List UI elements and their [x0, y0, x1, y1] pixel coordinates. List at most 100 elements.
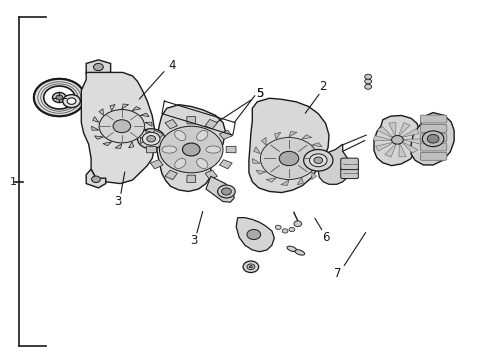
Polygon shape	[266, 178, 276, 182]
Polygon shape	[403, 139, 422, 144]
Circle shape	[159, 126, 223, 173]
Polygon shape	[318, 144, 351, 184]
Text: 2: 2	[319, 80, 327, 93]
Circle shape	[182, 143, 200, 156]
Circle shape	[289, 227, 295, 231]
FancyBboxPatch shape	[420, 115, 447, 123]
Polygon shape	[220, 159, 232, 169]
Circle shape	[279, 151, 299, 166]
Polygon shape	[389, 123, 396, 136]
Ellipse shape	[206, 146, 220, 153]
Polygon shape	[205, 170, 218, 180]
Polygon shape	[99, 109, 103, 116]
FancyBboxPatch shape	[420, 152, 447, 160]
Circle shape	[138, 129, 165, 149]
Circle shape	[392, 135, 403, 144]
Polygon shape	[373, 136, 392, 141]
Polygon shape	[132, 107, 141, 111]
Circle shape	[365, 79, 371, 84]
Circle shape	[260, 138, 318, 180]
Polygon shape	[147, 146, 156, 153]
Circle shape	[247, 264, 255, 270]
Polygon shape	[93, 117, 99, 122]
Polygon shape	[261, 138, 266, 145]
Circle shape	[63, 95, 80, 108]
Polygon shape	[95, 136, 103, 139]
Polygon shape	[377, 127, 392, 137]
Ellipse shape	[196, 131, 208, 140]
Polygon shape	[220, 130, 232, 139]
Polygon shape	[252, 158, 260, 163]
Polygon shape	[165, 120, 177, 129]
Polygon shape	[157, 105, 225, 192]
Circle shape	[113, 120, 131, 133]
Polygon shape	[312, 143, 322, 147]
Polygon shape	[254, 147, 260, 154]
Polygon shape	[110, 104, 115, 111]
Polygon shape	[402, 142, 418, 153]
Polygon shape	[297, 178, 303, 185]
Text: 7: 7	[334, 267, 342, 280]
Circle shape	[275, 225, 281, 229]
Text: 1: 1	[9, 177, 16, 187]
Polygon shape	[411, 113, 454, 165]
Circle shape	[92, 176, 100, 183]
Polygon shape	[274, 132, 281, 139]
Text: 3: 3	[190, 234, 197, 247]
Polygon shape	[399, 144, 406, 157]
Polygon shape	[140, 137, 145, 144]
Text: 4: 4	[168, 59, 175, 72]
Circle shape	[44, 86, 75, 109]
Ellipse shape	[196, 158, 208, 168]
Polygon shape	[376, 142, 392, 151]
Polygon shape	[289, 132, 297, 137]
Polygon shape	[115, 144, 122, 148]
Circle shape	[282, 229, 288, 233]
Text: 6: 6	[322, 231, 329, 244]
Text: 5: 5	[256, 87, 263, 100]
Polygon shape	[226, 146, 236, 153]
Circle shape	[56, 95, 63, 100]
Circle shape	[218, 185, 235, 198]
Polygon shape	[150, 159, 163, 169]
Polygon shape	[145, 122, 152, 126]
Circle shape	[247, 229, 261, 239]
Polygon shape	[81, 72, 155, 184]
FancyBboxPatch shape	[341, 158, 358, 170]
Polygon shape	[256, 170, 266, 174]
Ellipse shape	[174, 131, 186, 140]
Text: 3: 3	[114, 195, 122, 208]
Polygon shape	[302, 135, 312, 139]
Polygon shape	[86, 60, 111, 74]
Polygon shape	[187, 175, 196, 183]
Circle shape	[294, 221, 302, 226]
Polygon shape	[281, 180, 289, 185]
Circle shape	[422, 131, 444, 147]
Circle shape	[304, 149, 333, 171]
Ellipse shape	[162, 146, 176, 153]
Circle shape	[365, 84, 371, 89]
Ellipse shape	[295, 250, 305, 255]
Circle shape	[94, 63, 103, 71]
Polygon shape	[187, 117, 196, 124]
Polygon shape	[165, 170, 177, 180]
Polygon shape	[402, 129, 419, 137]
FancyBboxPatch shape	[420, 134, 447, 141]
Polygon shape	[318, 163, 324, 170]
Polygon shape	[140, 113, 149, 117]
Polygon shape	[128, 142, 134, 148]
Circle shape	[143, 132, 160, 145]
Circle shape	[52, 93, 66, 103]
Circle shape	[249, 266, 252, 268]
Circle shape	[314, 157, 323, 163]
Polygon shape	[150, 130, 163, 139]
Circle shape	[221, 188, 231, 195]
Polygon shape	[206, 176, 234, 202]
Ellipse shape	[287, 246, 297, 252]
Polygon shape	[249, 98, 329, 193]
Circle shape	[67, 98, 76, 104]
Circle shape	[147, 135, 156, 142]
Polygon shape	[312, 172, 317, 180]
Circle shape	[243, 261, 259, 273]
Circle shape	[365, 74, 371, 79]
